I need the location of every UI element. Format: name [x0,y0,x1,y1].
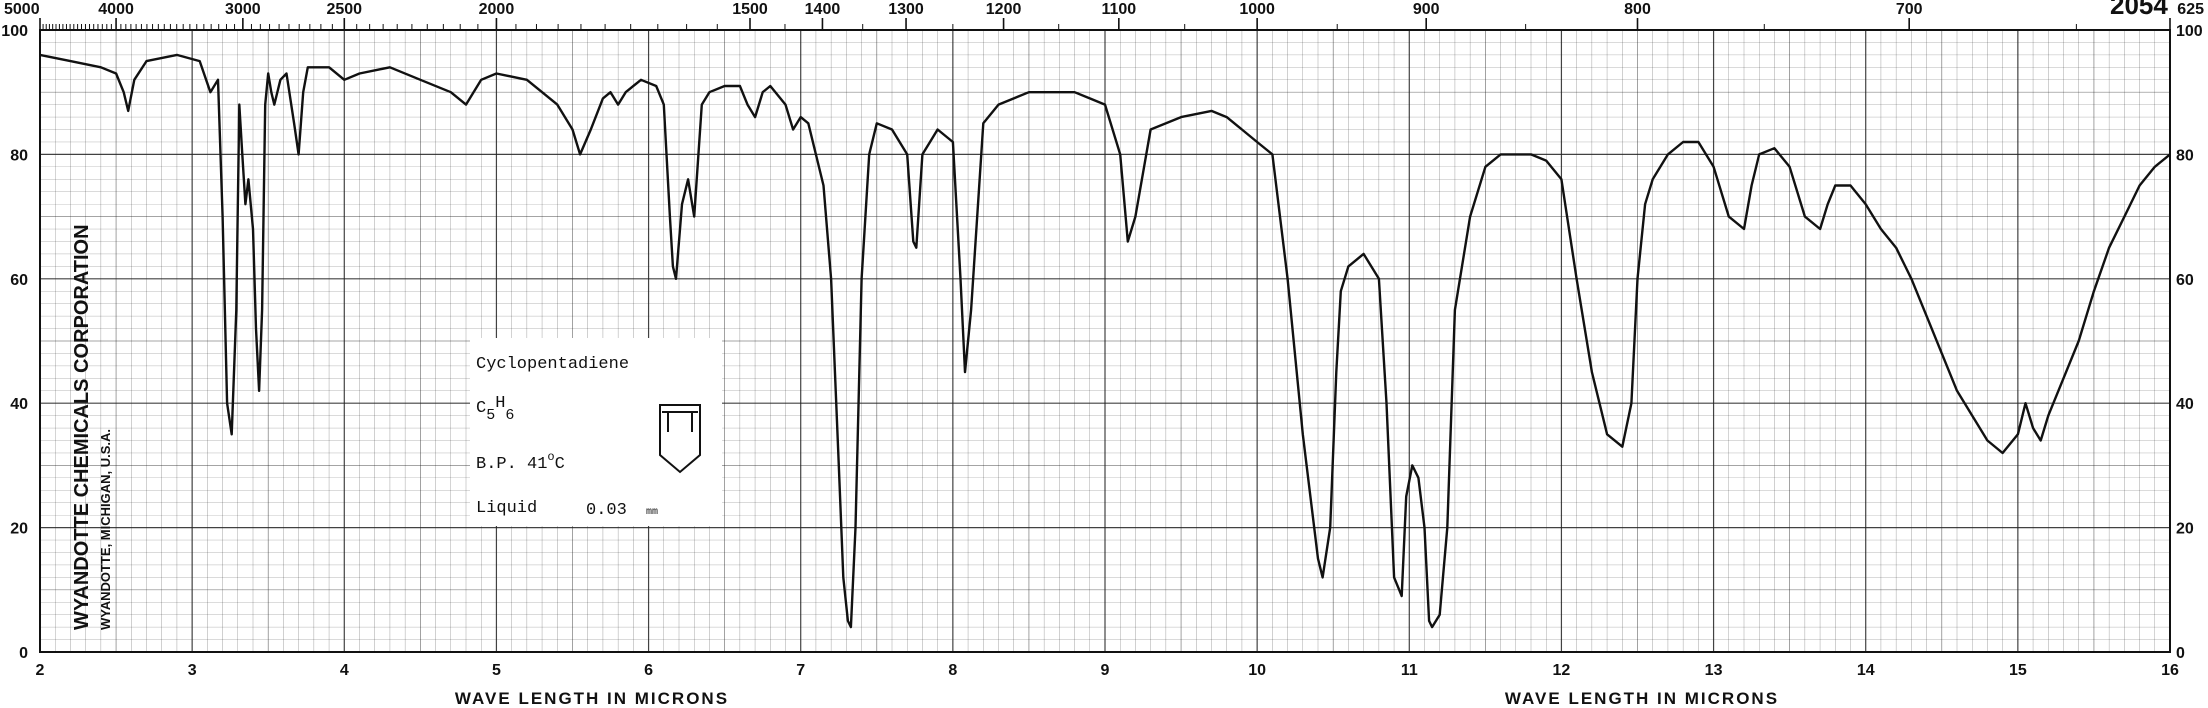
x-tick-label: 8 [948,662,957,679]
top-tick-label: 800 [1624,1,1651,18]
corporation-label: WYANDOTTE CHEMICALS CORPORATION WYANDOTT… [71,224,113,630]
sample-thickness: 0.03 [586,501,627,520]
y-tick-label-right: 20 [2176,521,2194,538]
bp-suffix: C [555,455,565,474]
y-tick-label-right: 0 [2176,645,2185,662]
y-tick-label-left: 40 [10,396,28,413]
formula-h: H [495,394,505,413]
top-tick-label: 1100 [1101,1,1136,18]
x-tick-label: 15 [2009,662,2027,679]
x-tick-label: 2 [36,662,45,679]
x-axis-title-right: WAVE LENGTH IN MICRONS [1505,689,1779,708]
corner-id: 2054 [2110,0,2168,20]
formula-c: C [476,399,486,418]
x-tick-label: 5 [492,662,501,679]
grid-lines [39,29,2171,653]
sample-bp: B.P. 41oC [476,450,565,474]
plot-frame [39,29,2171,653]
x-tick-label: 7 [796,662,805,679]
svg-text:WYANDOTTE, MICHIGAN, U.S.A.: WYANDOTTE, MICHIGAN, U.S.A. [98,429,113,630]
x-tick-label: 11 [1401,662,1418,679]
x-tick-label: 12 [1553,662,1571,679]
x-tick-label: 14 [1857,662,1875,679]
sample-info-box: Cyclopentadiene C5H6 B.P. 41oC Liquid 0.… [470,338,722,526]
y-tick-label-left: 0 [19,645,28,662]
x-tick-label: 9 [1101,662,1110,679]
top-tick-label: 1000 [1239,1,1275,18]
spectrum-trace [39,53,2171,629]
top-tick-label: 2000 [479,1,515,18]
sample-name: Cyclopentadiene [476,355,629,374]
top-tick-label: 900 [1413,1,1440,18]
y-tick-label-left: 100 [1,23,28,40]
x-tick-label: 10 [1248,662,1266,679]
x-axis-title-left: WAVE LENGTH IN MICRONS [455,689,729,708]
x-tick-label: 13 [1705,662,1723,679]
formula-h-sub: 6 [505,407,514,424]
x-tick-label: 3 [188,662,197,679]
top-tick-label: 3000 [225,1,261,18]
y-tick-label-right: 100 [2176,23,2203,40]
sample-thickness-unit: mm [646,507,658,518]
top-tick-label: 1200 [986,1,1022,18]
top-tick-label: 4000 [98,1,134,18]
y-tick-label-left: 20 [10,521,28,538]
top-tick-label: 2500 [326,1,362,18]
y-tick-label-right: 60 [2176,272,2194,289]
top-tick-label: 1400 [805,1,841,18]
bp-deg: o [547,450,554,464]
y-tick-label-right: 80 [2176,147,2194,164]
formula-c-sub: 5 [486,407,495,424]
x-tick-label: 16 [2161,662,2179,679]
y-tick-label-right: 40 [2176,396,2194,413]
bottom-micron-axis: 2 3 4 5 6 7 8 9 10 11 12 13 14 15 16 [36,662,2179,679]
top-tick-label: 1300 [888,1,924,18]
y-tick-label-left: 60 [10,272,28,289]
left-transmittance-axis: 0 20 40 60 80 100 [1,23,28,662]
sample-formula: C5H6 [476,394,514,424]
x-tick-label: 4 [340,662,349,679]
top-tick-label: 1500 [732,1,768,18]
bp-prefix: B.P. 41 [476,455,547,474]
svg-text:WYANDOTTE CHEMICALS CORPORATIO: WYANDOTTE CHEMICALS CORPORATION [71,224,93,630]
cell-shape-icon [659,404,701,474]
x-tick-label: 6 [644,662,653,679]
top-tick-label: 625 [2177,1,2204,18]
y-tick-label-left: 80 [10,147,28,164]
top-tick-label: 5000 [4,1,40,18]
sample-state: Liquid [476,499,537,518]
right-transmittance-axis: 0 20 40 60 80 100 [2176,23,2203,662]
top-tick-label: 700 [1896,1,1923,18]
